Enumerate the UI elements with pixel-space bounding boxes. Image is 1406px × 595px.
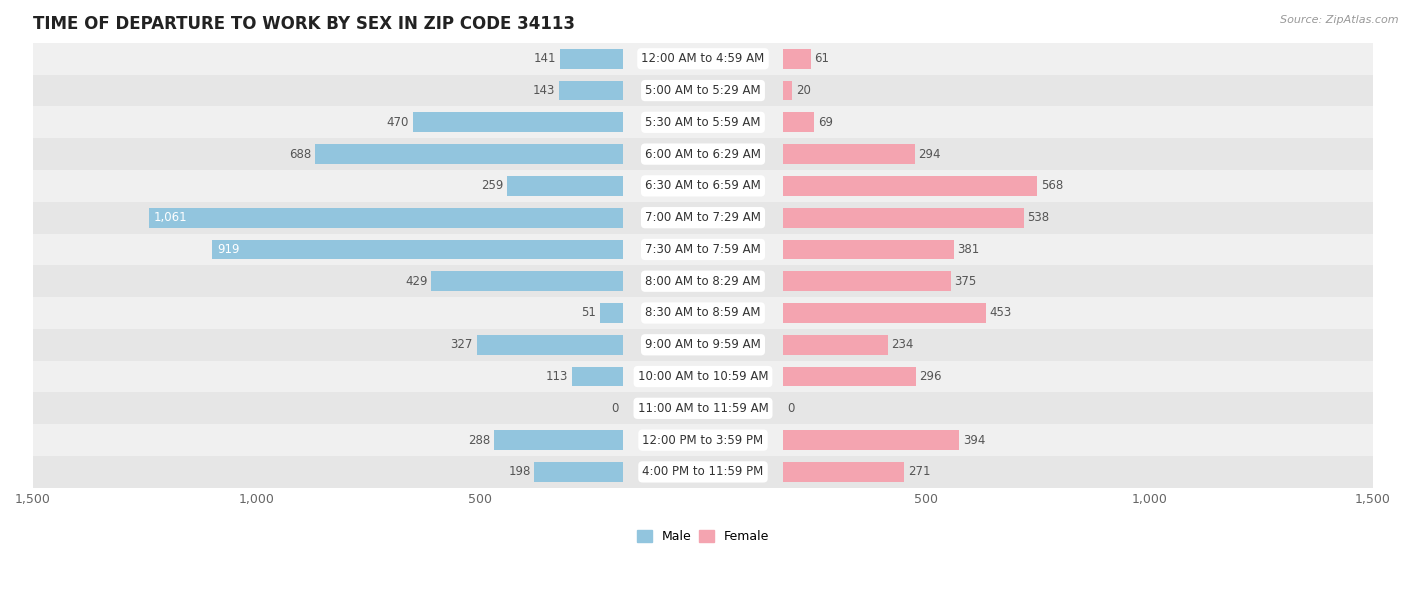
Bar <box>572 367 623 386</box>
Bar <box>600 303 623 323</box>
Bar <box>783 271 950 291</box>
Text: 453: 453 <box>990 306 1011 320</box>
Text: 12:00 PM to 3:59 PM: 12:00 PM to 3:59 PM <box>643 434 763 447</box>
Text: 259: 259 <box>481 179 503 192</box>
Text: 429: 429 <box>405 275 427 288</box>
Bar <box>783 430 959 450</box>
Text: 51: 51 <box>581 306 596 320</box>
Bar <box>32 297 1374 329</box>
Text: 0: 0 <box>787 402 794 415</box>
Bar <box>315 144 623 164</box>
Bar <box>412 112 623 132</box>
Bar <box>32 393 1374 424</box>
Bar <box>32 43 1374 74</box>
Bar <box>32 74 1374 107</box>
Bar <box>783 240 953 259</box>
Text: 0: 0 <box>612 402 619 415</box>
Text: 198: 198 <box>508 465 530 478</box>
Text: 10:00 AM to 10:59 AM: 10:00 AM to 10:59 AM <box>638 370 768 383</box>
Text: 9:00 AM to 9:59 AM: 9:00 AM to 9:59 AM <box>645 339 761 351</box>
Text: 12:00 AM to 4:59 AM: 12:00 AM to 4:59 AM <box>641 52 765 65</box>
Text: 143: 143 <box>533 84 555 97</box>
Bar <box>32 170 1374 202</box>
Text: 327: 327 <box>450 339 472 351</box>
Text: 375: 375 <box>955 275 977 288</box>
Text: 394: 394 <box>963 434 986 447</box>
Text: 8:00 AM to 8:29 AM: 8:00 AM to 8:29 AM <box>645 275 761 288</box>
Bar <box>494 430 623 450</box>
Bar <box>783 303 986 323</box>
Bar <box>212 240 623 259</box>
Bar <box>432 271 623 291</box>
Bar <box>32 202 1374 234</box>
Text: 20: 20 <box>796 84 811 97</box>
Text: 568: 568 <box>1040 179 1063 192</box>
Text: 1,061: 1,061 <box>155 211 187 224</box>
Text: 288: 288 <box>468 434 491 447</box>
Text: 113: 113 <box>546 370 568 383</box>
Bar <box>783 462 904 482</box>
Text: 5:00 AM to 5:29 AM: 5:00 AM to 5:29 AM <box>645 84 761 97</box>
Bar <box>32 456 1374 488</box>
Text: 141: 141 <box>533 52 555 65</box>
Bar <box>558 81 623 101</box>
Bar <box>32 361 1374 393</box>
Text: 6:00 AM to 6:29 AM: 6:00 AM to 6:29 AM <box>645 148 761 161</box>
Text: 381: 381 <box>957 243 980 256</box>
Text: 6:30 AM to 6:59 AM: 6:30 AM to 6:59 AM <box>645 179 761 192</box>
Text: 296: 296 <box>920 370 942 383</box>
Text: 294: 294 <box>918 148 941 161</box>
Bar <box>534 462 623 482</box>
Text: 7:30 AM to 7:59 AM: 7:30 AM to 7:59 AM <box>645 243 761 256</box>
Text: 4:00 PM to 11:59 PM: 4:00 PM to 11:59 PM <box>643 465 763 478</box>
Legend: Male, Female: Male, Female <box>631 525 775 548</box>
Text: 11:00 AM to 11:59 AM: 11:00 AM to 11:59 AM <box>638 402 768 415</box>
Text: TIME OF DEPARTURE TO WORK BY SEX IN ZIP CODE 34113: TIME OF DEPARTURE TO WORK BY SEX IN ZIP … <box>32 15 575 33</box>
Text: 271: 271 <box>908 465 931 478</box>
Text: 8:30 AM to 8:59 AM: 8:30 AM to 8:59 AM <box>645 306 761 320</box>
Text: 919: 919 <box>218 243 240 256</box>
Bar <box>783 208 1024 227</box>
Text: 688: 688 <box>290 148 312 161</box>
Bar <box>560 49 623 68</box>
Bar <box>32 107 1374 138</box>
Bar <box>783 49 811 68</box>
Text: 7:00 AM to 7:29 AM: 7:00 AM to 7:29 AM <box>645 211 761 224</box>
Bar <box>149 208 623 227</box>
Bar <box>783 81 793 101</box>
Bar <box>32 329 1374 361</box>
Bar <box>32 265 1374 297</box>
Bar <box>783 367 915 386</box>
Bar <box>32 138 1374 170</box>
Bar <box>783 112 814 132</box>
Bar <box>783 176 1038 196</box>
Text: 61: 61 <box>814 52 830 65</box>
Bar <box>508 176 623 196</box>
Bar <box>783 144 915 164</box>
Bar <box>32 234 1374 265</box>
Bar <box>32 424 1374 456</box>
Text: Source: ZipAtlas.com: Source: ZipAtlas.com <box>1281 15 1399 25</box>
Text: 470: 470 <box>387 116 409 129</box>
Text: 5:30 AM to 5:59 AM: 5:30 AM to 5:59 AM <box>645 116 761 129</box>
Bar <box>477 335 623 355</box>
Text: 234: 234 <box>891 339 914 351</box>
Bar <box>783 335 889 355</box>
Text: 69: 69 <box>818 116 832 129</box>
Text: 538: 538 <box>1028 211 1049 224</box>
